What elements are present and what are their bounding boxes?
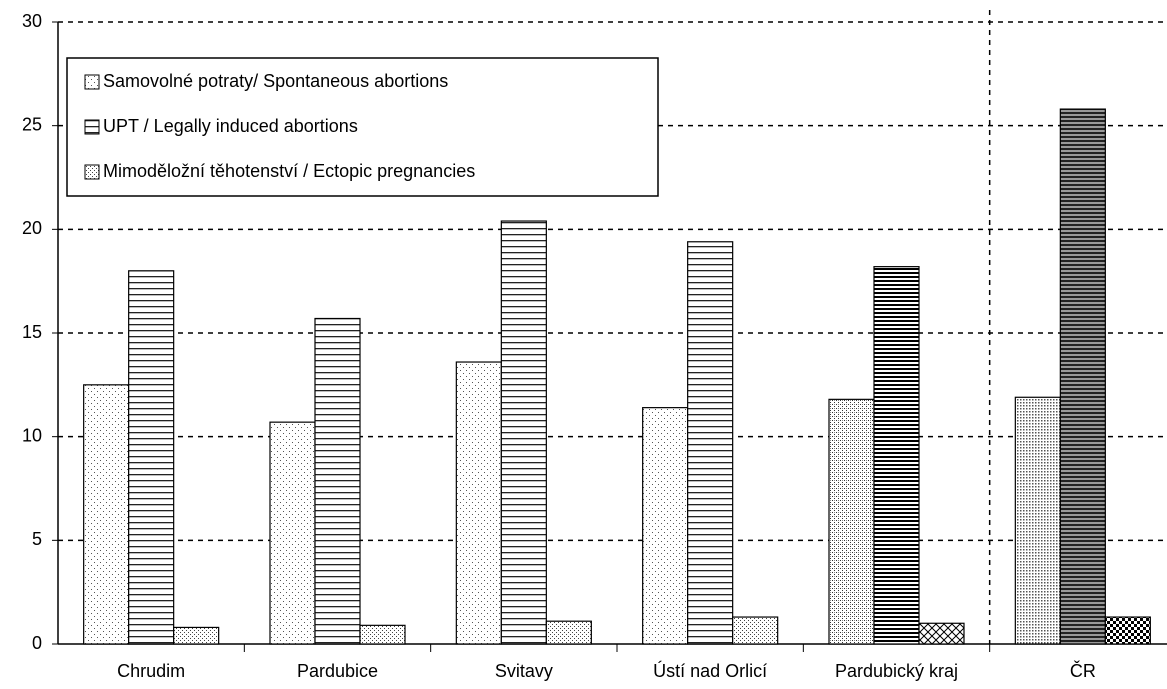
- x-tick-label: Svitavy: [495, 661, 553, 681]
- bar: [83, 384, 130, 645]
- y-tick-label: 20: [22, 218, 42, 238]
- x-tick-label: ČR: [1070, 660, 1096, 681]
- bar: [128, 270, 175, 645]
- bar: [359, 624, 406, 645]
- legend-label: UPT / Legally induced abortions: [103, 116, 358, 136]
- x-tick-label: Chrudim: [117, 661, 185, 681]
- legend-label: Samovolné potraty/ Spontaneous abortions: [103, 71, 448, 91]
- bar: [1104, 616, 1151, 645]
- y-tick-label: 5: [32, 529, 42, 549]
- bar: [545, 620, 592, 645]
- legend-swatch: [84, 164, 100, 180]
- bar: [455, 361, 502, 645]
- bar: [873, 266, 920, 645]
- legend-label: Mimoděložní těhotenství / Ectopic pregna…: [103, 161, 475, 181]
- y-tick-label: 10: [22, 425, 42, 445]
- bar: [1014, 396, 1061, 645]
- bar: [314, 317, 361, 645]
- y-tick-label: 30: [22, 11, 42, 31]
- bar: [828, 398, 875, 645]
- bar: [687, 241, 734, 645]
- bar: [269, 421, 316, 645]
- bar: [732, 616, 779, 645]
- x-tick-label: Ústí nad Orlicí: [653, 660, 767, 681]
- y-tick-label: 0: [32, 633, 42, 653]
- bar: [642, 407, 689, 645]
- bar: [173, 626, 220, 645]
- legend-box: [66, 57, 659, 197]
- bar: [500, 220, 547, 645]
- legend-swatch: [84, 74, 100, 90]
- x-tick-label: Pardubický kraj: [835, 661, 958, 681]
- y-tick-label: 25: [22, 114, 42, 134]
- bar: [918, 622, 965, 645]
- x-tick-label: Pardubice: [297, 661, 378, 681]
- legend-swatch: [84, 119, 100, 135]
- y-tick-label: 15: [22, 322, 42, 342]
- bar: [1059, 108, 1106, 645]
